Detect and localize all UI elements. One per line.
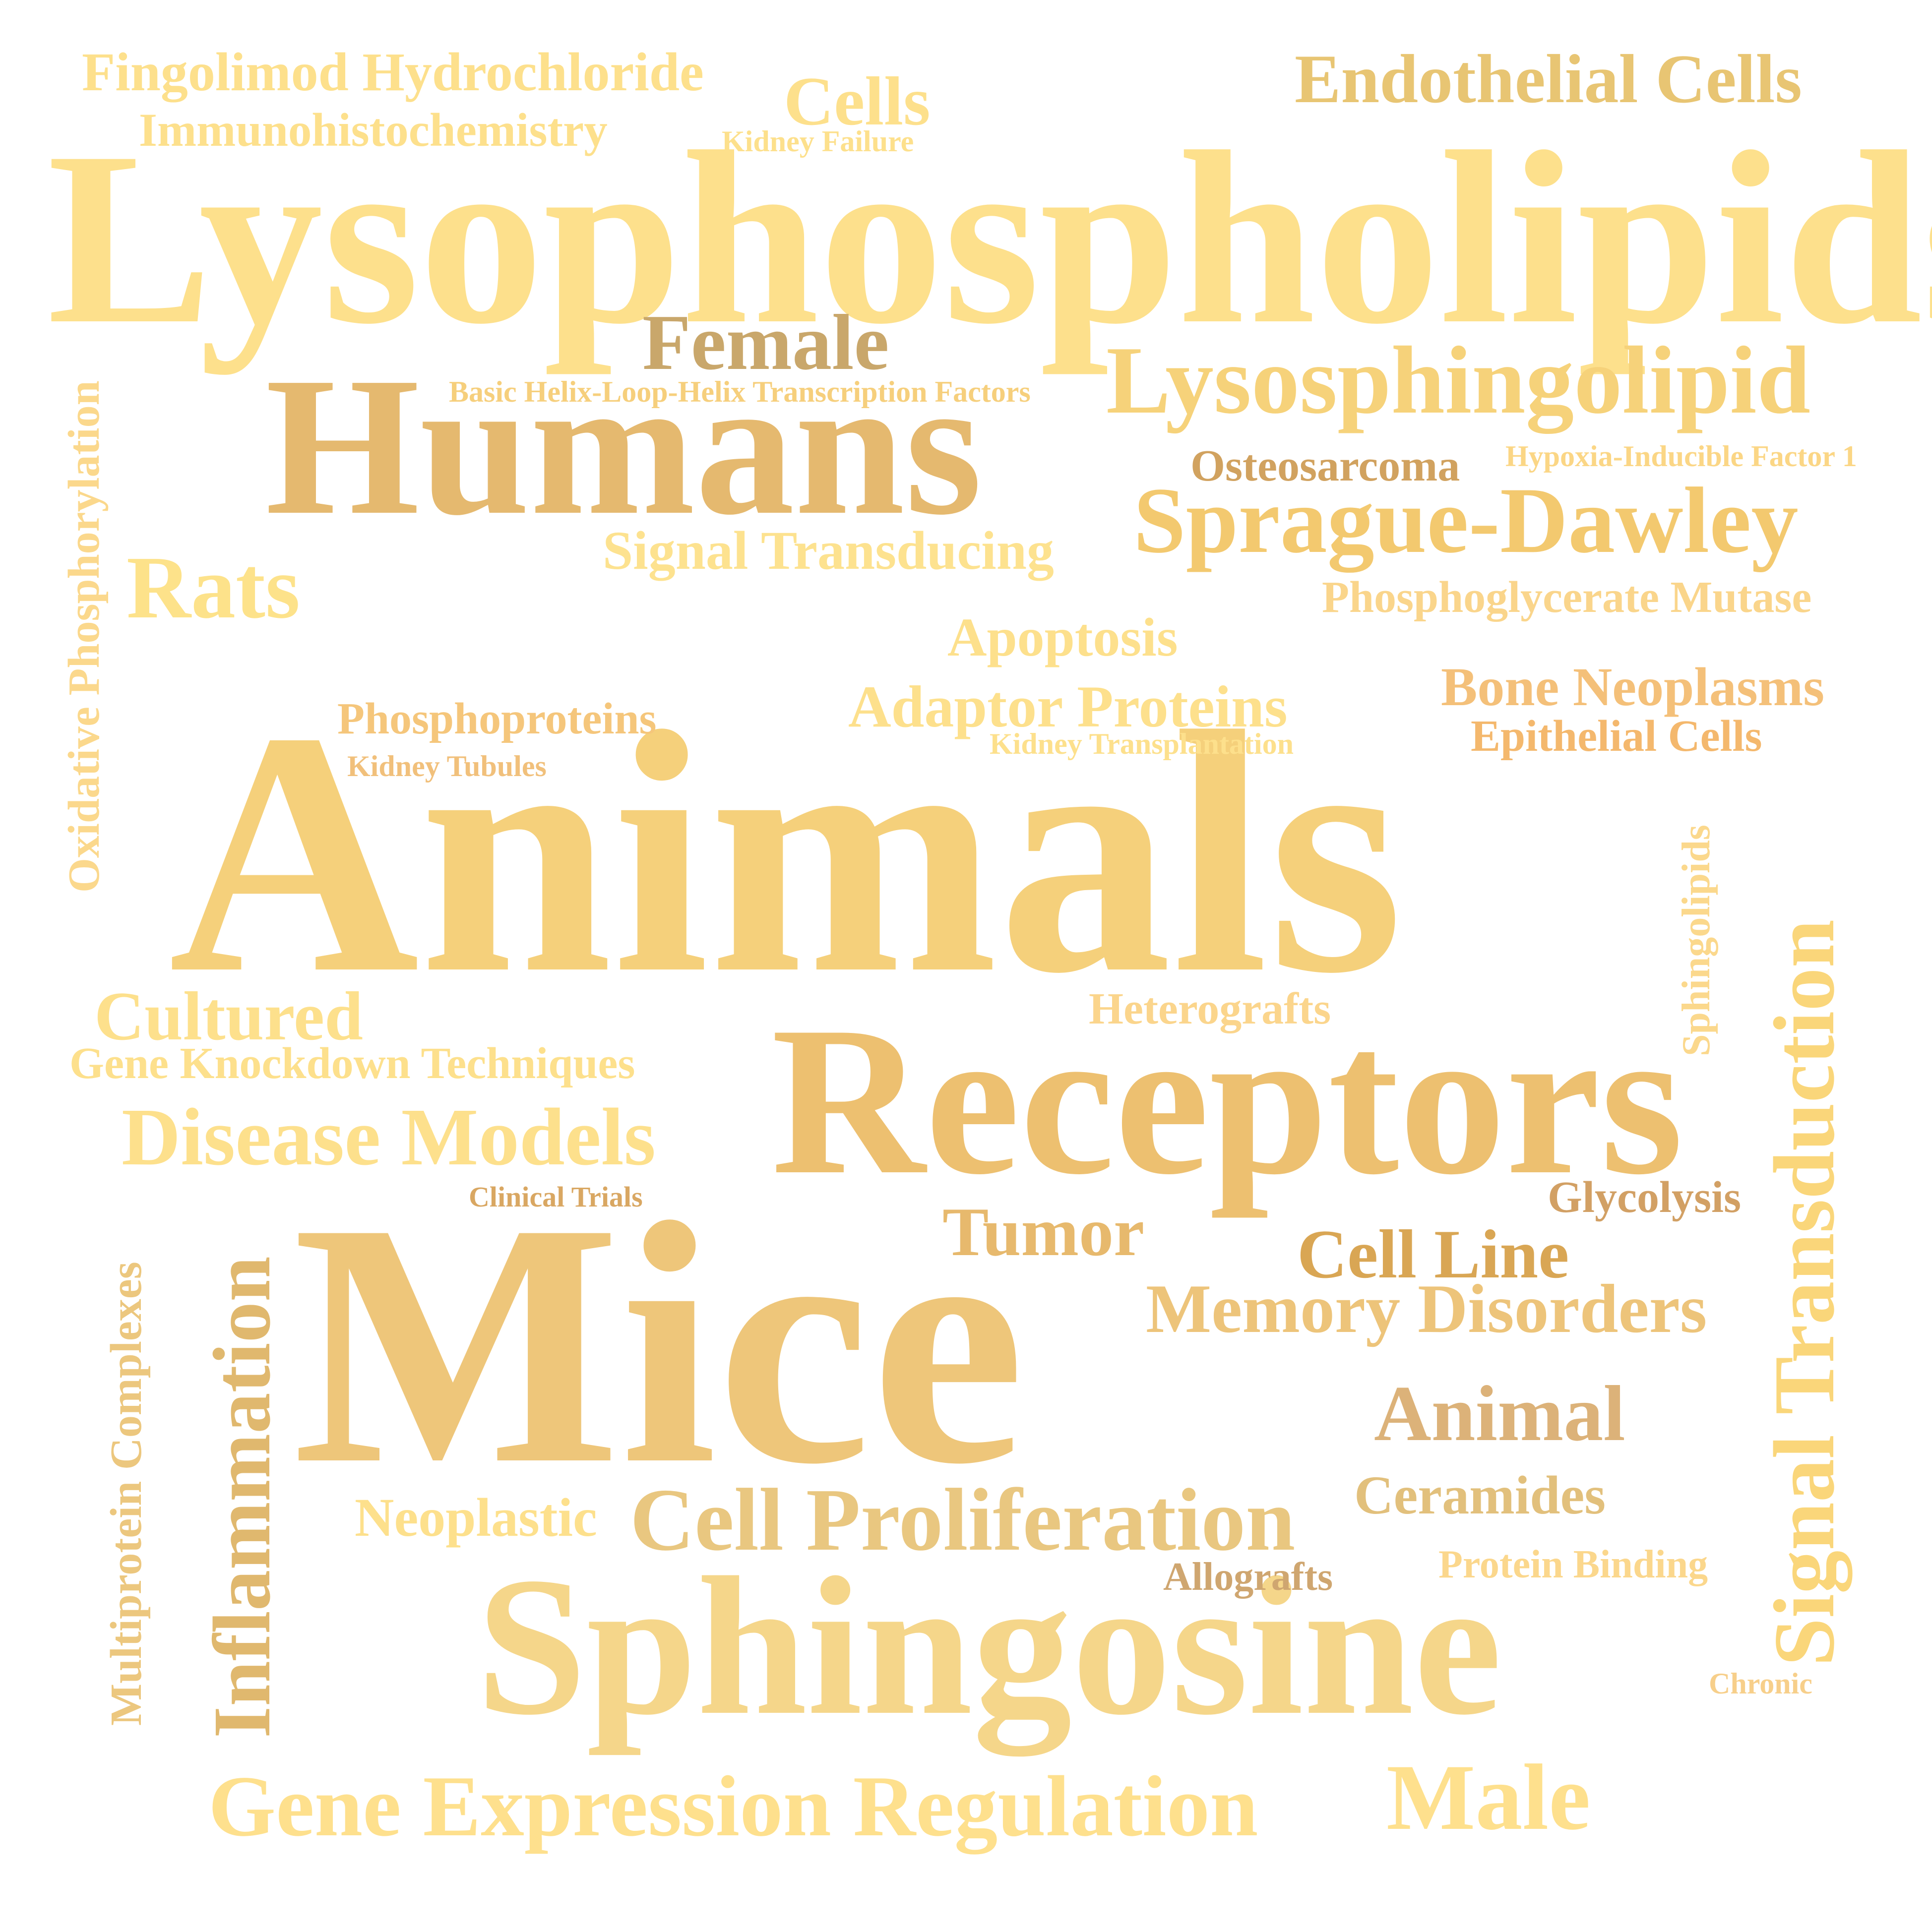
word-ceramides: Ceramides — [1354, 1465, 1606, 1525]
word-cell-proliferation: Cell Proliferation — [630, 1470, 1296, 1569]
word-epithelial-cells: Epithelial Cells — [1471, 712, 1762, 761]
word-humans: Humans — [265, 336, 982, 556]
word-clinical-trials: Clinical Trials — [469, 1181, 643, 1213]
word-rats: Rats — [126, 538, 300, 637]
word-sphingosine: Sphingosine — [476, 1536, 1502, 1756]
word-male: Male — [1386, 1746, 1591, 1850]
word-cultured: Cultured — [94, 978, 363, 1055]
word-lysophospholipids: Lysophospholipids — [47, 101, 1932, 375]
word-tumor: Tumor — [942, 1194, 1145, 1270]
word-cell-line: Cell Line — [1297, 1216, 1569, 1293]
word-gene-expression-regulation: Gene Expression Regulation — [208, 1758, 1258, 1854]
word-signal-transduction: Signal Transduction — [1756, 919, 1852, 1666]
word-lysosphingolipid: Lysosphingolipid — [1106, 327, 1811, 434]
word-disease-models: Disease Models — [122, 1091, 656, 1182]
word-sprague-dawley: Sprague-Dawley — [1133, 469, 1799, 573]
word-hypoxia-inducible-factor-1: Hypoxia-Inducible Factor 1 — [1505, 440, 1857, 473]
word-memory-disorders: Memory Disorders — [1146, 1270, 1707, 1347]
word-sphingolipids: Sphingolipids — [1675, 825, 1718, 1056]
word-glycolysis: Glycolysis — [1548, 1173, 1742, 1222]
word-chronic: Chronic — [1709, 1667, 1812, 1700]
word-bone-neoplasms: Bone Neoplasms — [1441, 657, 1825, 717]
word-multiprotein-complexes: Multiprotein Complexes — [102, 1262, 151, 1726]
word-fingolimod-hydrochloride: Fingolimod Hydrochloride — [82, 42, 704, 102]
word-immunohistochemistry: Immunohistochemistry — [139, 104, 608, 156]
word-allografts: Allografts — [1163, 1555, 1333, 1599]
word-adaptor-proteins: Adaptor Proteins — [848, 673, 1288, 739]
word-animals: Animals — [169, 661, 1404, 1045]
word-protein-binding: Protein Binding — [1438, 1543, 1708, 1586]
word-mice: Mice — [293, 1151, 1025, 1536]
word-oxidative-phosphorylation: Oxidative Phosphorylation — [60, 380, 109, 893]
word-inflammation: Inflammation — [196, 1256, 287, 1738]
word-kidney-transplantation: Kidney Transplantation — [990, 727, 1294, 760]
word-neoplastic: Neoplastic — [355, 1487, 597, 1548]
word-heterografts: Heterografts — [1089, 984, 1331, 1033]
word-phosphoglycerate-mutase: Phosphoglycerate Mutase — [1322, 573, 1812, 622]
word-animal: Animal — [1374, 1369, 1625, 1457]
word-gene-knockdown-techniques: Gene Knockdown Techniques — [69, 1039, 635, 1088]
word-phosphoproteins: Phosphoproteins — [337, 694, 657, 743]
word-apoptosis: Apoptosis — [947, 607, 1178, 667]
word-kidney-tubules: Kidney Tubules — [347, 750, 547, 783]
word-osteosarcoma: Osteosarcoma — [1190, 441, 1460, 490]
word-female: Female — [642, 298, 889, 386]
word-receptors: Receptors — [771, 983, 1683, 1219]
word-signal-transducing: Signal Transducing — [603, 520, 1054, 581]
word-endothelial-cells: Endothelial Cells — [1295, 41, 1802, 118]
word-cells: Cells — [784, 63, 931, 140]
word-kidney-failure: Kidney Failure — [722, 125, 914, 158]
word-basic-helix-loop-helix: Basic Helix-Loop-Helix Transcription Fac… — [449, 375, 1031, 408]
